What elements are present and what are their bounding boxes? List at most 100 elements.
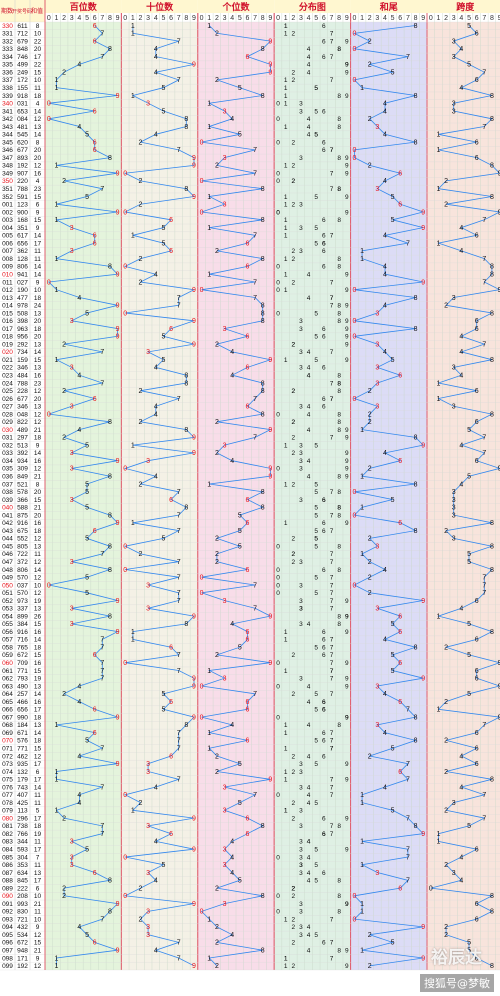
distribution-digit: 0	[276, 893, 280, 900]
sum-cell: 15	[34, 217, 42, 224]
units-mark: 8	[261, 46, 265, 53]
tens-mark: 1	[131, 93, 135, 100]
distribution-digit: 9	[345, 613, 349, 620]
hundreds-mark: 1	[55, 85, 59, 92]
distribution-digit: 3	[299, 318, 303, 325]
span-title: 跨度	[456, 1, 475, 12]
hundreds-mark: 0	[47, 582, 51, 589]
units-mark: 3	[223, 901, 227, 908]
span-digit-header: 9	[498, 15, 500, 22]
period-cell: 085	[2, 854, 13, 861]
draw-cell: 617	[17, 233, 28, 240]
distribution-digit: 9	[345, 847, 349, 854]
hundreds-digit-header: 3	[70, 15, 74, 22]
units-mark: 2	[215, 924, 219, 931]
units-mark: 0	[200, 139, 204, 146]
distribution-digit: 4	[307, 722, 311, 729]
period-cell: 035	[2, 466, 13, 473]
sum_tail-mark: 2	[368, 62, 372, 69]
sum-cell: 20	[34, 489, 42, 496]
sum_tail-mark: 0	[352, 155, 356, 162]
distribution-digit: 5	[314, 194, 318, 201]
sum-cell: 9	[36, 955, 40, 962]
draw-cell: 296	[17, 815, 28, 822]
span-mark: 8	[490, 411, 494, 418]
units-mark: 5	[238, 528, 242, 535]
distribution-digit: 3	[299, 497, 303, 504]
units-mark: 4	[230, 373, 234, 380]
sum_tail-mark: 0	[352, 893, 356, 900]
distribution-digit: 5	[314, 543, 318, 550]
sum_tail-digit-header: 0	[352, 15, 356, 22]
distribution-digit: 8	[337, 419, 341, 426]
distribution-digit: 2	[291, 163, 295, 170]
units-mark: 1	[207, 101, 211, 108]
tens-mark: 2	[139, 800, 143, 807]
sum-cell: 14	[34, 730, 42, 737]
distribution-digit: 5	[314, 85, 318, 92]
period-cell: 071	[2, 745, 13, 752]
distribution-digit: 2	[291, 450, 295, 457]
tens-mark: 4	[154, 271, 158, 278]
draw-cell: 208	[17, 893, 28, 900]
units-mark: 8	[261, 310, 265, 317]
sum-cell: 4	[36, 178, 40, 185]
sum_tail-mark: 3	[375, 341, 379, 348]
sum_tail-digit-header: 8	[414, 15, 418, 22]
tens-mark: 1	[131, 23, 135, 30]
span-mark: 2	[444, 303, 448, 310]
distribution-digit: 6	[322, 404, 326, 411]
sum_tail-mark: 3	[375, 365, 379, 372]
span-mark: 7	[482, 792, 486, 799]
tens-mark: 6	[169, 753, 173, 760]
distribution-digit: 1	[284, 124, 288, 131]
distribution-digit: 1	[284, 777, 288, 784]
units-mark: 2	[215, 248, 219, 255]
hundreds-mark: 6	[93, 940, 97, 947]
distribution-digit: 2	[291, 916, 295, 923]
units-mark: 5	[238, 132, 242, 139]
units-mark: 2	[215, 536, 219, 543]
distribution-digit: 2	[291, 481, 295, 488]
distribution-digit: 3	[299, 621, 303, 628]
units-mark: 6	[246, 629, 250, 636]
sum-cell: 11	[34, 85, 41, 92]
draw-cell: 481	[17, 124, 28, 131]
hundreds-mark: 6	[93, 240, 97, 247]
hundreds-mark: 3	[70, 404, 74, 411]
sum_tail-mark: 1	[360, 948, 364, 955]
period-cell: 346	[2, 147, 13, 154]
distribution-digit: 9	[345, 357, 349, 364]
period-cell: 059	[2, 652, 13, 659]
distribution-digit: 5	[314, 108, 318, 115]
distribution-digit: 1	[284, 722, 288, 729]
period-cell: 331	[2, 31, 13, 38]
sum-cell: 12	[34, 559, 42, 566]
distribution-digit: 3	[299, 901, 303, 908]
tens-mark: 7	[177, 955, 181, 962]
span-mark: 6	[475, 745, 479, 752]
distribution-digit: 1	[284, 955, 288, 962]
sum-cell: 11	[34, 909, 41, 916]
span-mark: 7	[482, 69, 486, 76]
sum_tail-mark: 5	[391, 497, 395, 504]
distribution-digit: 8	[337, 373, 341, 380]
sum-cell: 14	[34, 132, 42, 139]
sum-cell: 13	[34, 365, 42, 372]
distribution-digit: 2	[291, 69, 295, 76]
distribution-digit: 5	[314, 536, 318, 543]
distribution-digit: 9	[345, 676, 349, 683]
draw-cell: 738	[17, 823, 28, 830]
units-mark: 7	[253, 582, 257, 589]
watermark-source: 搜狐号@梦敏	[420, 974, 494, 992]
span-mark: 2	[444, 808, 448, 815]
draw-cell: 948	[17, 948, 28, 955]
sum-cell: 20	[34, 396, 42, 403]
span-digit-header: 3	[452, 15, 456, 22]
sum_tail-mark: 1	[360, 800, 364, 807]
draw-cell: 362	[17, 248, 28, 255]
draw-cell: 222	[17, 885, 28, 892]
sum-cell: 14	[34, 637, 42, 644]
hundreds-mark: 4	[77, 373, 81, 380]
sum-cell: 18	[34, 528, 42, 535]
